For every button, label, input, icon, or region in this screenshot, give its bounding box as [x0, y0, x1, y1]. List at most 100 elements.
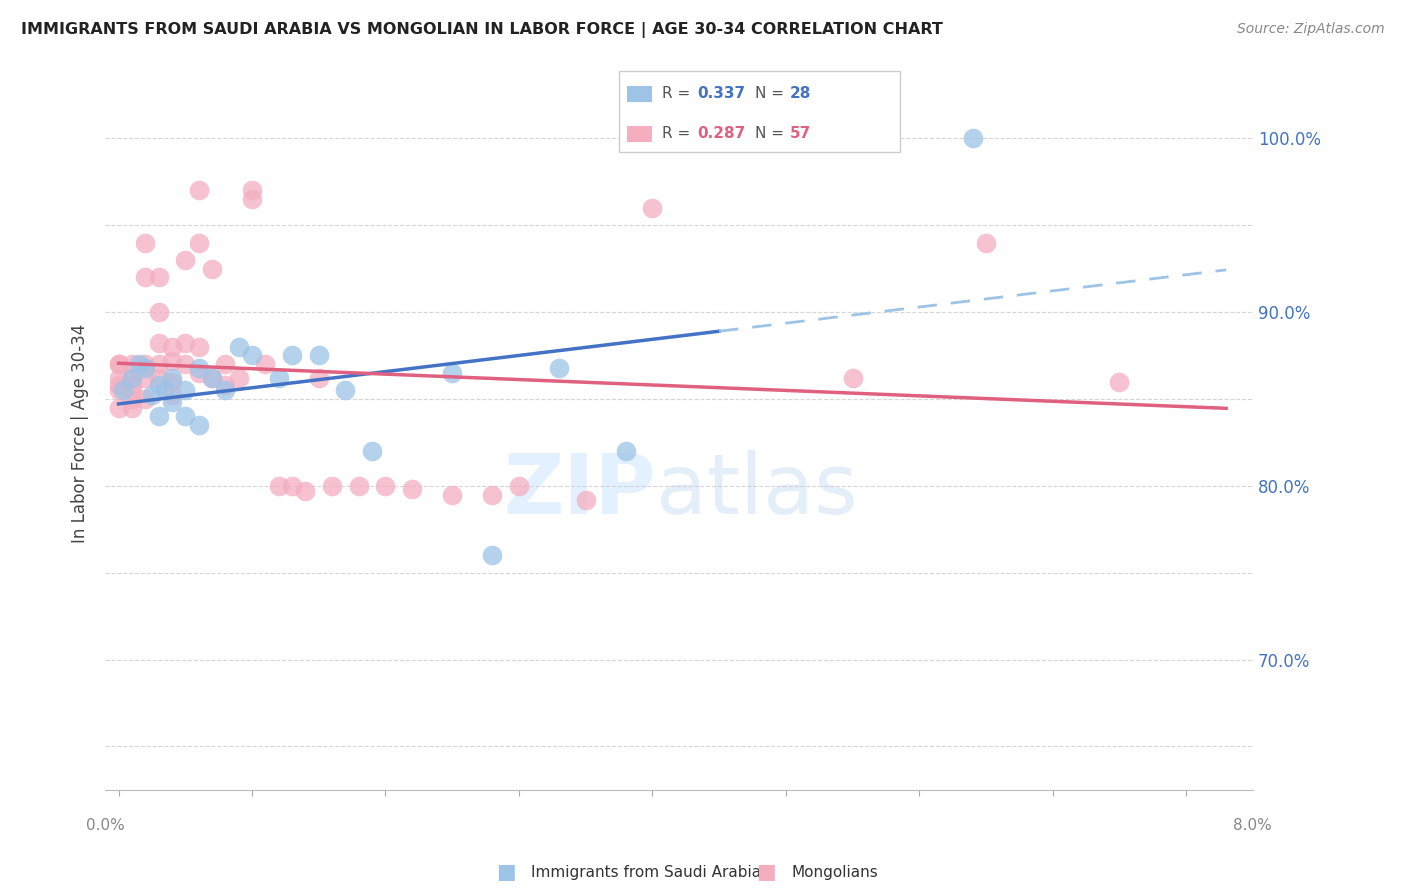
Point — [214, 383, 236, 397]
Point — [187, 417, 209, 432]
Point — [121, 378, 143, 392]
Point — [174, 357, 197, 371]
Point — [121, 383, 143, 397]
Point — [174, 409, 197, 424]
Point — [201, 261, 224, 276]
Text: IMMIGRANTS FROM SAUDI ARABIA VS MONGOLIAN IN LABOR FORCE | AGE 30-34 CORRELATION: IMMIGRANTS FROM SAUDI ARABIA VS MONGOLIA… — [21, 22, 943, 38]
Point — [308, 371, 330, 385]
Point — [201, 371, 224, 385]
Point — [148, 270, 170, 285]
Point — [228, 340, 250, 354]
Point — [267, 479, 290, 493]
Point — [134, 392, 156, 406]
Point — [308, 349, 330, 363]
Point — [121, 401, 143, 415]
Point — [281, 349, 304, 363]
Point — [134, 270, 156, 285]
Point — [481, 487, 503, 501]
Point — [174, 252, 197, 267]
Point — [121, 371, 143, 385]
Point — [294, 483, 316, 498]
Point — [641, 201, 664, 215]
Point — [160, 371, 183, 385]
Point — [267, 371, 290, 385]
Point — [187, 366, 209, 380]
Point — [575, 492, 598, 507]
Point — [335, 383, 357, 397]
Point — [107, 371, 129, 385]
Point — [160, 353, 183, 368]
Text: ■: ■ — [756, 863, 776, 882]
Text: Mongolians: Mongolians — [792, 865, 879, 880]
Text: R =: R = — [662, 127, 696, 142]
Point — [228, 371, 250, 385]
Point — [155, 383, 177, 397]
Point — [141, 388, 163, 402]
Point — [508, 479, 530, 493]
Point — [361, 444, 384, 458]
Point — [134, 357, 156, 371]
Point — [160, 388, 183, 402]
Text: ■: ■ — [496, 863, 516, 882]
Point — [240, 183, 263, 197]
Text: atlas: atlas — [657, 450, 858, 531]
Point — [240, 349, 263, 363]
Point — [148, 305, 170, 319]
Point — [321, 479, 343, 493]
Text: 57: 57 — [790, 127, 811, 142]
Point — [347, 479, 370, 493]
Point — [134, 360, 156, 375]
Point — [107, 357, 129, 371]
Point — [187, 360, 209, 375]
Point — [441, 366, 464, 380]
Point — [160, 375, 183, 389]
Text: 0.0%: 0.0% — [86, 819, 125, 833]
Text: Source: ZipAtlas.com: Source: ZipAtlas.com — [1237, 22, 1385, 37]
Point — [107, 357, 129, 371]
Text: N =: N = — [755, 127, 789, 142]
Point — [240, 192, 263, 206]
Point — [174, 336, 197, 351]
Point — [128, 357, 150, 371]
Y-axis label: In Labor Force | Age 30-34: In Labor Force | Age 30-34 — [72, 324, 89, 543]
Point — [962, 131, 984, 145]
Point — [134, 371, 156, 385]
Point — [174, 383, 197, 397]
Point — [374, 479, 396, 493]
Point — [160, 340, 183, 354]
Point — [214, 378, 236, 392]
Point — [134, 235, 156, 250]
Point — [187, 235, 209, 250]
Point — [148, 409, 170, 424]
Point — [401, 483, 423, 497]
Text: R =: R = — [662, 87, 696, 102]
Point — [187, 340, 209, 354]
Point — [160, 395, 183, 409]
Point — [107, 378, 129, 392]
Point — [214, 357, 236, 371]
Point — [281, 479, 304, 493]
Point — [148, 378, 170, 392]
Point — [481, 549, 503, 563]
Point — [111, 383, 134, 397]
Text: ZIP: ZIP — [503, 450, 657, 531]
Point — [254, 357, 277, 371]
Point — [148, 357, 170, 371]
Point — [121, 357, 143, 371]
Point — [841, 371, 863, 385]
Point — [148, 336, 170, 351]
Text: 0.287: 0.287 — [697, 127, 745, 142]
Point — [441, 487, 464, 501]
Point — [121, 392, 143, 406]
Text: Immigrants from Saudi Arabia: Immigrants from Saudi Arabia — [531, 865, 762, 880]
Point — [107, 383, 129, 397]
Text: 8.0%: 8.0% — [1233, 819, 1272, 833]
Text: N =: N = — [755, 87, 789, 102]
Point — [107, 401, 129, 415]
Point — [974, 235, 997, 250]
Point — [201, 371, 224, 385]
Text: 0.337: 0.337 — [697, 87, 745, 102]
Point — [121, 371, 143, 385]
Point — [187, 183, 209, 197]
Point — [548, 360, 571, 375]
